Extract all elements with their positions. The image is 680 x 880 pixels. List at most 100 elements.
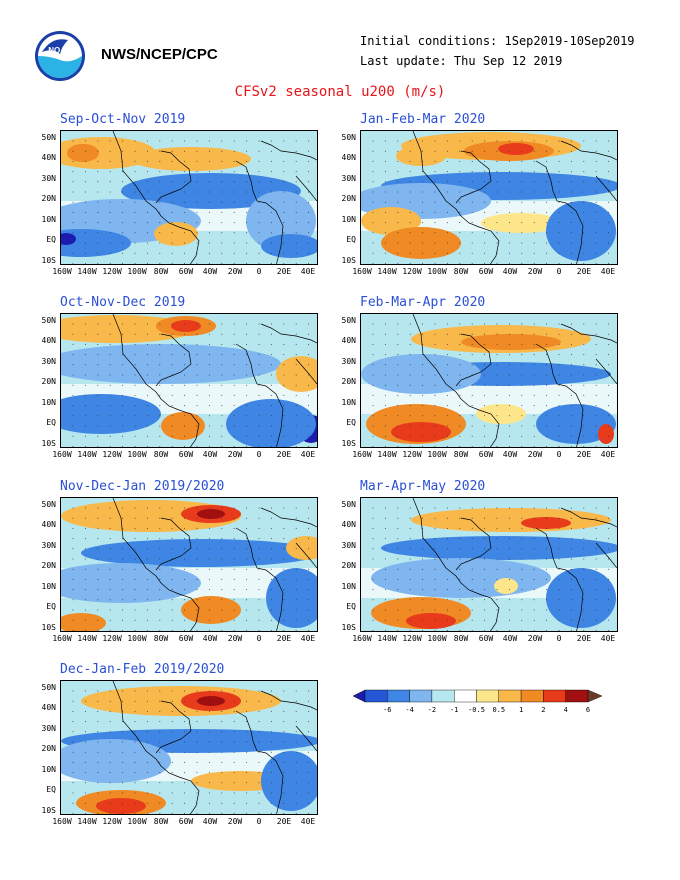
legend-swatch [520, 689, 544, 703]
lat-label: 40N [41, 336, 56, 345]
lon-label: 120W [402, 267, 422, 276]
lon-label: 160W [352, 634, 372, 643]
legend-label: -6 [383, 706, 391, 714]
lon-label: 0 [256, 267, 262, 276]
legend-swatch [498, 689, 522, 703]
lat-label: 10S [341, 623, 356, 632]
lon-label: 140W [77, 634, 97, 643]
lon-label: 60W [178, 267, 194, 276]
legend-label: 6 [586, 706, 590, 714]
lon-label: 100W [127, 450, 147, 459]
lon-label: 120W [402, 634, 422, 643]
legend-label: -1 [450, 706, 458, 714]
lat-label: 30N [41, 357, 56, 366]
lon-label: 40E [300, 267, 316, 276]
lat-label: 20N [41, 561, 56, 570]
legend-swatch [387, 689, 410, 703]
lon-label: 0 [256, 817, 262, 826]
lat-label: EQ [46, 785, 56, 794]
lon-label: 40W [502, 267, 518, 276]
lon-label: 0 [556, 450, 562, 459]
lon-label: 140W [77, 817, 97, 826]
lat-label: 30N [41, 541, 56, 550]
last-update: Last update: Thu Sep 12 2019 [360, 54, 563, 68]
legend-label: -0.5 [468, 706, 485, 714]
lat-label: 10S [41, 623, 56, 632]
lon-label: 40E [600, 267, 616, 276]
lon-label: 100W [427, 450, 447, 459]
lat-label: 20N [341, 561, 356, 570]
lon-label: 80W [153, 817, 169, 826]
lat-label: 10N [341, 215, 356, 224]
anomaly-map [360, 497, 618, 632]
legend-swatch [364, 689, 388, 703]
anomaly-map [360, 313, 618, 448]
page-title: CFSv2 seasonal u200 (m/s) [234, 84, 446, 100]
lon-label: 40W [202, 817, 218, 826]
lon-label: 120W [102, 817, 122, 826]
panel-title: Nov-Dec-Jan 2019/2020 [60, 479, 225, 494]
panel-title: Sep-Oct-Nov 2019 [60, 112, 186, 127]
lat-label: 10N [41, 765, 56, 774]
anomaly-map [360, 130, 618, 265]
legend-swatch [543, 689, 566, 703]
lon-label: 160W [52, 267, 72, 276]
lon-label: 120W [102, 450, 122, 459]
lat-label: 20N [341, 377, 356, 386]
lat-label: 10S [341, 439, 356, 448]
lat-label: 20N [41, 194, 56, 203]
lon-label: 80W [453, 450, 469, 459]
lat-label: 10S [41, 439, 56, 448]
legend-label: 4 [564, 706, 568, 714]
anomaly-map [60, 130, 318, 265]
lon-label: 40E [600, 450, 616, 459]
lon-label: 60W [178, 634, 194, 643]
lat-label: 10N [41, 398, 56, 407]
lat-label: EQ [346, 235, 356, 244]
lon-label: 100W [427, 267, 447, 276]
lon-label: 20E [276, 634, 292, 643]
legend-label: -4 [405, 706, 413, 714]
lat-label: EQ [346, 602, 356, 611]
lon-label: 20E [276, 817, 292, 826]
legend-swatch [587, 689, 603, 703]
lat-label: 40N [41, 703, 56, 712]
anomaly-map [60, 680, 318, 815]
lon-label: 40E [300, 817, 316, 826]
legend-swatch [352, 689, 366, 703]
lon-label: 60W [478, 450, 494, 459]
lat-label: 50N [41, 500, 56, 509]
lat-label: 40N [41, 153, 56, 162]
panel-title: Jan-Feb-Mar 2020 [360, 112, 486, 127]
lat-label: 20N [341, 194, 356, 203]
lon-label: 140W [377, 267, 397, 276]
legend-swatch [453, 689, 477, 703]
lon-label: 40W [202, 634, 218, 643]
lon-label: 0 [256, 450, 262, 459]
lat-label: 50N [341, 316, 356, 325]
lon-label: 140W [77, 450, 97, 459]
lon-label: 140W [377, 634, 397, 643]
lon-label: 20E [576, 450, 592, 459]
lon-label: 60W [178, 817, 194, 826]
lon-label: 60W [478, 634, 494, 643]
lon-label: 160W [352, 450, 372, 459]
lat-label: EQ [346, 418, 356, 427]
lat-label: EQ [46, 418, 56, 427]
lat-label: 10S [41, 256, 56, 265]
lat-label: 40N [341, 520, 356, 529]
lon-label: 40W [502, 634, 518, 643]
lon-label: 0 [556, 634, 562, 643]
lon-label: 120W [102, 634, 122, 643]
legend-swatch [476, 689, 499, 703]
legend-swatch [565, 689, 589, 703]
lon-label: 120W [102, 267, 122, 276]
lat-label: EQ [46, 235, 56, 244]
lon-label: 60W [478, 267, 494, 276]
lat-label: 40N [341, 336, 356, 345]
legend-swatch [409, 689, 433, 703]
legend-label: 2 [541, 706, 545, 714]
lon-label: 40W [502, 450, 518, 459]
lon-label: 20W [527, 634, 543, 643]
panel-title: Oct-Nov-Dec 2019 [60, 295, 186, 310]
